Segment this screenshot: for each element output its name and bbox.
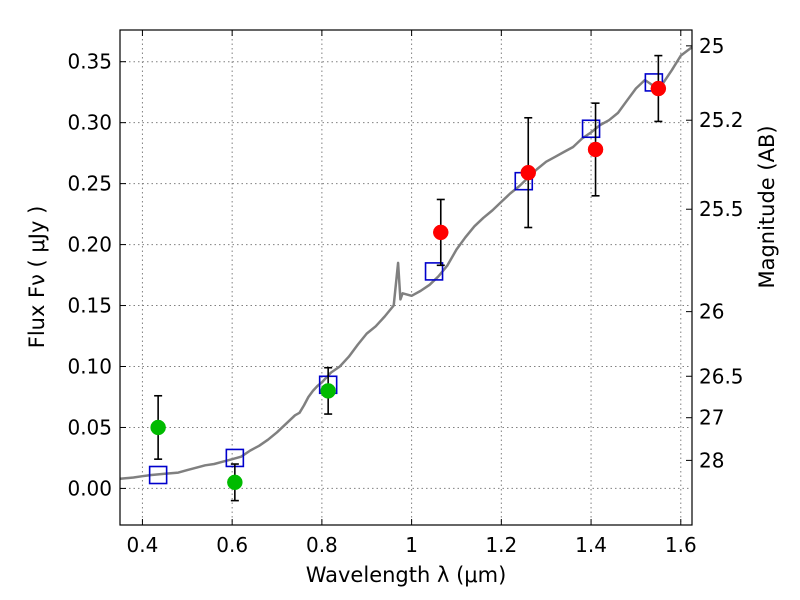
y-tick-label: 0.00 [67, 476, 112, 500]
x-tick-label: 1.4 [575, 533, 607, 557]
x-tick-label: 1.2 [485, 533, 517, 557]
x-tick-label: 1.6 [665, 533, 697, 557]
y-tick-label: 0.05 [67, 415, 112, 439]
observed-point [520, 164, 537, 181]
y2-tick-label: 25.2 [699, 108, 744, 132]
y2-tick-label: 25.5 [699, 197, 744, 221]
observed-point [320, 383, 336, 399]
y2-axis-label: Magnitude (AB) [755, 125, 779, 288]
y2-tick-label: 25 [699, 34, 724, 58]
plot-area [119, 46, 693, 502]
sed-model-line [119, 46, 693, 480]
y2-tick-label: 27 [699, 406, 724, 430]
plot-frame [119, 29, 693, 526]
y-axis-label: Flux Fν ( μJy ) [25, 206, 49, 349]
axes: 0.4 0.6 0.8 1 1.2 1.4 1.6 0.00 0.05 0.10 0.15 0.20 0… [67, 30, 744, 557]
grid [120, 30, 692, 525]
observed-point [587, 141, 604, 158]
observed-point [150, 419, 166, 436]
y-tick-label: 0.25 [67, 172, 112, 196]
model-photometry-square [581, 119, 601, 139]
x-tick-label: 1 [405, 533, 418, 557]
y2-tick-label: 26.5 [699, 364, 744, 388]
model-photometry-square [424, 262, 444, 281]
x-tick-label: 0.4 [127, 533, 159, 557]
y-tick-label: 0.10 [67, 355, 112, 379]
y2-tick-label: 28 [699, 448, 724, 472]
model-photometry-square [148, 465, 168, 485]
y-tick-label: 0.15 [67, 294, 112, 318]
x-tick-label: 0.6 [216, 533, 248, 557]
observed-point [650, 80, 667, 97]
x-tick-label: 0.8 [306, 533, 338, 557]
observed-point [433, 224, 449, 241]
observed-point [227, 474, 243, 491]
y2-tick-label: 26 [699, 300, 724, 324]
y-tick-label: 0.30 [67, 111, 112, 135]
y-tick-label: 0.35 [67, 50, 112, 74]
x-axis-label: Wavelength λ (μm) [306, 563, 507, 587]
y-tick-label: 0.20 [67, 233, 112, 257]
